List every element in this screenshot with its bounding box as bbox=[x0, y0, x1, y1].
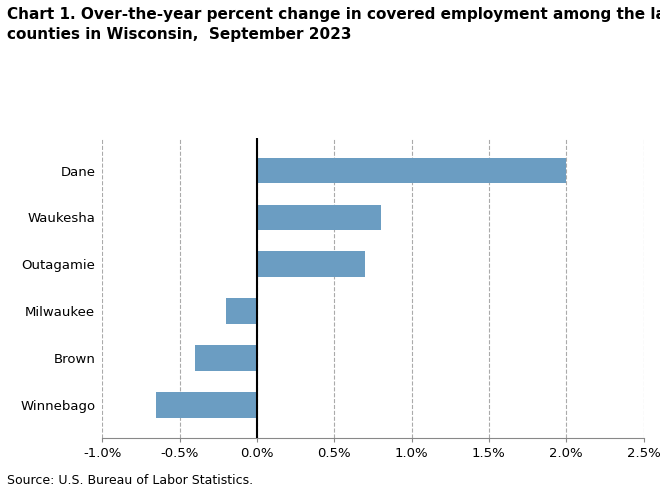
Text: counties in Wisconsin,  September 2023: counties in Wisconsin, September 2023 bbox=[7, 27, 351, 42]
Bar bbox=[257, 251, 365, 277]
Text: Chart 1. Over-the-year percent change in covered employment among the largest: Chart 1. Over-the-year percent change in… bbox=[7, 7, 660, 22]
Text: Source: U.S. Bureau of Labor Statistics.: Source: U.S. Bureau of Labor Statistics. bbox=[7, 474, 253, 487]
Bar bbox=[257, 205, 381, 230]
Bar bbox=[257, 158, 566, 184]
Bar bbox=[195, 345, 257, 371]
Bar bbox=[156, 392, 257, 418]
Bar bbox=[226, 298, 257, 324]
